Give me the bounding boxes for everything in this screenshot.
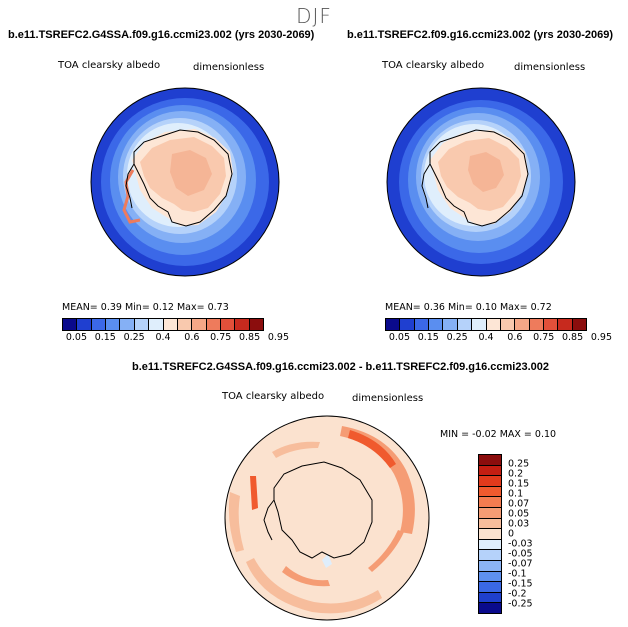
colorbar-tick-label: -0.03 — [508, 538, 533, 550]
colorbar-tick-label: 0.1 — [508, 488, 524, 500]
colorbar-tick-label: 0.25 — [446, 332, 468, 343]
colorbar-swatch — [529, 319, 544, 330]
panel1-colorbar-ticks: 0.05 0.15 0.25 0.4 0.6 0.75 0.85 0.95 — [62, 332, 289, 344]
colorbar-tick-label: 0 — [508, 528, 515, 540]
colorbar-swatch — [479, 603, 501, 613]
panel1-colorbar — [62, 318, 264, 331]
panel2-title: b.e11.TSREFC2.f09.g16.ccmi23.002 (yrs 20… — [347, 29, 613, 41]
colorbar-swatch — [235, 319, 250, 330]
panel2-map — [386, 87, 576, 277]
colorbar-swatch — [149, 319, 164, 330]
colorbar-tick-label: -0.15 — [508, 578, 533, 590]
colorbar-tick-label: 0.6 — [507, 332, 523, 343]
panel2-stats: MEAN= 0.36 Min= 0.10 Max= 0.72 — [385, 302, 552, 313]
diff-variable-label: TOA clearsky albedo — [222, 391, 325, 402]
diff-colorbar-ticks: 0.25 0.2 0.15 0.1 0.07 0.05 0.03 0 -0.03 -0.05 -0.… — [508, 454, 548, 614]
colorbar-swatch — [443, 319, 458, 330]
colorbar-swatch — [500, 319, 516, 330]
panel2-variable-label: TOA clearsky albedo — [382, 60, 485, 71]
colorbar-swatch — [479, 507, 501, 519]
colorbar-swatch — [515, 319, 530, 330]
colorbar-tick-label: -0.2 — [508, 588, 527, 600]
colorbar-tick-label: 0.05 — [388, 332, 410, 343]
colorbar-swatch — [479, 486, 501, 498]
colorbar-swatch — [120, 319, 135, 330]
colorbar-tick-label: 0.75 — [533, 332, 555, 343]
panel1-stats: MEAN= 0.39 Min= 0.12 Max= 0.73 — [62, 302, 229, 313]
colorbar-tick-label: 0.2 — [508, 468, 524, 480]
diff-units-label: dimensionless — [352, 393, 424, 404]
colorbar-tick-label: -0.25 — [508, 598, 533, 610]
colorbar-swatch — [429, 319, 444, 330]
panel1-units-label: dimensionless — [193, 62, 265, 73]
colorbar-swatch — [543, 319, 559, 330]
colorbar-tick-label: 0.15 — [417, 332, 439, 343]
panel2-colorbar — [385, 318, 587, 331]
colorbar-swatch — [400, 319, 415, 330]
colorbar-swatch — [479, 539, 501, 551]
colorbar-swatch — [220, 319, 236, 330]
colorbar-swatch — [572, 319, 587, 330]
colorbar-swatch — [63, 319, 78, 330]
season-title: DJF — [296, 4, 332, 28]
colorbar-tick-label: 0.95 — [590, 332, 612, 343]
colorbar-swatch — [479, 455, 501, 466]
colorbar-tick-label: 0.4 — [478, 332, 494, 343]
panel2-colorbar-ticks: 0.05 0.15 0.25 0.4 0.6 0.75 0.85 0.95 — [385, 332, 612, 344]
colorbar-swatch — [486, 319, 501, 330]
diff-colorbar — [478, 454, 502, 614]
colorbar-tick-label: -0.07 — [508, 558, 533, 570]
colorbar-swatch — [479, 560, 501, 572]
colorbar-swatch — [206, 319, 221, 330]
colorbar-swatch — [192, 319, 207, 330]
diff-map — [224, 415, 430, 621]
colorbar-tick-label: 0.15 — [94, 332, 116, 343]
colorbar-tick-label: 0.85 — [238, 332, 261, 343]
colorbar-tick-label: 0.25 — [123, 332, 145, 343]
colorbar-swatch — [479, 592, 501, 604]
colorbar-swatch — [472, 319, 487, 330]
colorbar-swatch — [163, 319, 178, 330]
colorbar-tick-label: 0.75 — [210, 332, 232, 343]
diff-title: b.e11.TSREFC2.G4SSA.f09.g16.ccmi23.002 -… — [132, 361, 549, 373]
colorbar-tick-label: 0.4 — [155, 332, 171, 343]
colorbar-swatch — [479, 476, 501, 487]
colorbar-swatch — [414, 319, 430, 330]
colorbar-swatch — [479, 465, 501, 477]
colorbar-swatch — [177, 319, 193, 330]
colorbar-swatch — [77, 319, 92, 330]
colorbar-swatch — [386, 319, 401, 330]
colorbar-swatch — [479, 497, 501, 508]
colorbar-tick-label: -0.1 — [508, 568, 527, 580]
colorbar-swatch — [106, 319, 121, 330]
colorbar-tick-label: 0.05 — [65, 332, 87, 343]
colorbar-swatch — [479, 529, 501, 540]
diff-stats: MIN = -0.02 MAX = 0.10 — [440, 429, 557, 440]
colorbar-swatch — [558, 319, 573, 330]
panel1-variable-label: TOA clearsky albedo — [58, 60, 161, 71]
colorbar-tick-label: -0.05 — [508, 548, 533, 560]
panel2-units-label: dimensionless — [514, 62, 586, 73]
colorbar-swatch — [479, 571, 501, 583]
colorbar-tick-label: 0.03 — [508, 518, 530, 530]
panel1-title: b.e11.TSREFC2.G4SSA.f09.g16.ccmi23.002 (… — [8, 29, 315, 41]
colorbar-swatch — [249, 319, 264, 330]
colorbar-swatch — [91, 319, 107, 330]
colorbar-swatch — [457, 319, 473, 330]
colorbar-tick-label: 0.95 — [267, 332, 289, 343]
colorbar-swatch — [479, 518, 501, 530]
panel1-map — [90, 87, 280, 277]
colorbar-tick-label: 0.15 — [508, 478, 530, 490]
colorbar-tick-label: 0.05 — [508, 508, 530, 520]
colorbar-tick-label: 0.07 — [508, 498, 530, 510]
colorbar-tick-label: 0.85 — [561, 332, 584, 343]
colorbar-tick-label: 0.6 — [184, 332, 200, 343]
colorbar-swatch — [134, 319, 150, 330]
colorbar-swatch — [479, 550, 501, 561]
colorbar-tick-label: 0.25 — [508, 458, 530, 470]
colorbar-swatch — [479, 582, 501, 593]
